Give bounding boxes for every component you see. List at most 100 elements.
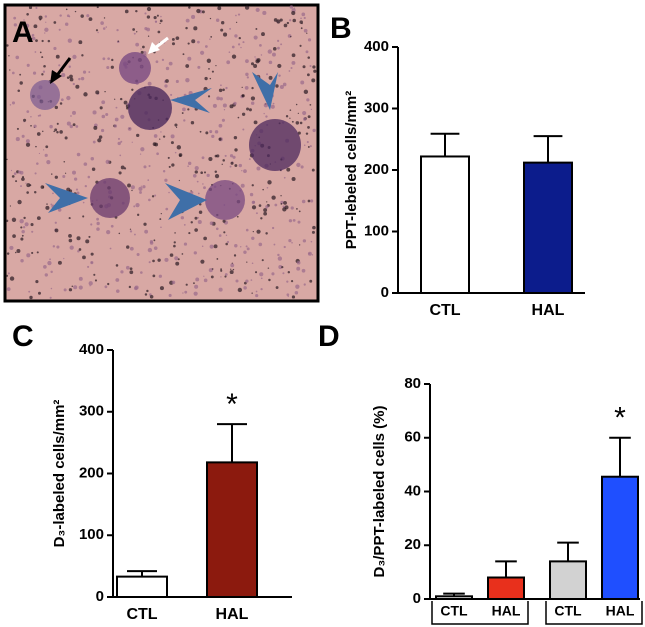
texture-dot	[24, 222, 29, 227]
texture-dot	[88, 71, 91, 73]
texture-dot	[74, 10, 77, 13]
texture-dot	[252, 200, 256, 204]
texture-dot	[101, 114, 106, 119]
texture-dot	[41, 73, 44, 76]
texture-dot	[136, 253, 140, 257]
texture-dot	[222, 159, 225, 162]
texture-dot	[120, 270, 124, 274]
texture-dot	[191, 14, 196, 19]
texture-dot	[34, 190, 37, 194]
texture-dot	[42, 130, 44, 133]
texture-dot	[233, 135, 238, 140]
texture-dot	[187, 165, 189, 168]
texture-dot	[290, 66, 293, 69]
texture-dot	[243, 281, 247, 285]
x-tick-label: HAL	[216, 606, 249, 623]
texture-dot	[66, 121, 71, 126]
cell	[90, 178, 130, 218]
texture-dot	[57, 260, 62, 265]
texture-dot	[15, 180, 18, 183]
texture-dot	[209, 77, 212, 80]
texture-dot	[114, 117, 119, 122]
texture-dot	[157, 30, 161, 34]
texture-dot	[148, 165, 151, 168]
texture-dot	[168, 293, 172, 297]
texture-dot	[33, 124, 37, 128]
texture-dot	[217, 6, 222, 11]
texture-dot	[215, 18, 220, 23]
texture-dot	[131, 88, 134, 91]
texture-dot	[253, 64, 258, 68]
texture-dot	[292, 219, 296, 222]
texture-dot	[155, 60, 159, 64]
texture-dot	[303, 144, 306, 147]
texture-dot	[20, 226, 23, 229]
texture-dot	[215, 65, 217, 67]
texture-dot	[54, 105, 59, 110]
texture-dot	[88, 235, 91, 238]
texture-dot	[100, 128, 105, 133]
texture-dot	[265, 115, 268, 118]
texture-dot	[26, 63, 30, 67]
texture-dot	[54, 128, 58, 132]
texture-dot	[248, 158, 251, 161]
texture-dot	[97, 138, 102, 143]
texture-dot	[253, 35, 258, 40]
texture-dot	[15, 55, 20, 60]
texture-dot	[69, 124, 74, 129]
texture-dot	[282, 207, 287, 212]
texture-dot	[75, 188, 79, 191]
texture-dot	[270, 104, 275, 109]
texture-dot	[80, 76, 85, 81]
texture-dot	[201, 10, 205, 14]
texture-dot	[88, 17, 93, 22]
texture-dot	[63, 257, 65, 260]
texture-dot	[307, 126, 310, 129]
texture-dot	[149, 240, 154, 244]
texture-dot	[9, 276, 15, 281]
texture-dot	[9, 69, 11, 71]
texture-dot	[287, 295, 289, 298]
texture-dot	[167, 156, 170, 159]
texture-dot	[289, 109, 292, 111]
texture-dot	[209, 129, 213, 134]
texture-dot	[96, 227, 100, 231]
texture-dot	[49, 296, 52, 299]
y-tick-label: 40	[404, 482, 421, 499]
texture-dot	[49, 124, 53, 129]
texture-dot	[23, 216, 26, 220]
texture-dot	[36, 132, 41, 136]
texture-dot	[286, 21, 290, 25]
texture-dot	[261, 259, 264, 262]
texture-dot	[291, 120, 294, 123]
texture-dot	[271, 272, 275, 276]
texture-dot	[102, 57, 106, 61]
texture-dot	[54, 228, 59, 233]
bar	[601, 475, 639, 600]
texture-dot	[310, 240, 313, 243]
y-tick-label: 0	[381, 284, 389, 301]
texture-dot	[245, 279, 249, 283]
texture-dot	[29, 184, 32, 187]
texture-dot	[241, 112, 246, 116]
texture-dot	[307, 199, 311, 203]
texture-dot	[252, 230, 254, 233]
texture-dot	[65, 8, 68, 11]
texture-dot	[125, 265, 130, 270]
texture-dot	[151, 195, 155, 198]
texture-dot	[282, 205, 285, 208]
texture-dot	[291, 53, 296, 58]
y-tick-label: 400	[364, 38, 389, 55]
texture-dot	[277, 63, 282, 69]
texture-dot	[246, 261, 248, 263]
texture-dot	[175, 126, 178, 129]
texture-dot	[267, 267, 270, 269]
y-tick-label: 20	[404, 536, 421, 553]
texture-dot	[209, 38, 211, 40]
texture-dot	[241, 86, 243, 89]
texture-dot	[62, 174, 66, 178]
texture-dot	[255, 293, 259, 298]
texture-dot	[291, 241, 293, 244]
texture-dot	[154, 142, 159, 147]
texture-dot	[243, 250, 247, 254]
